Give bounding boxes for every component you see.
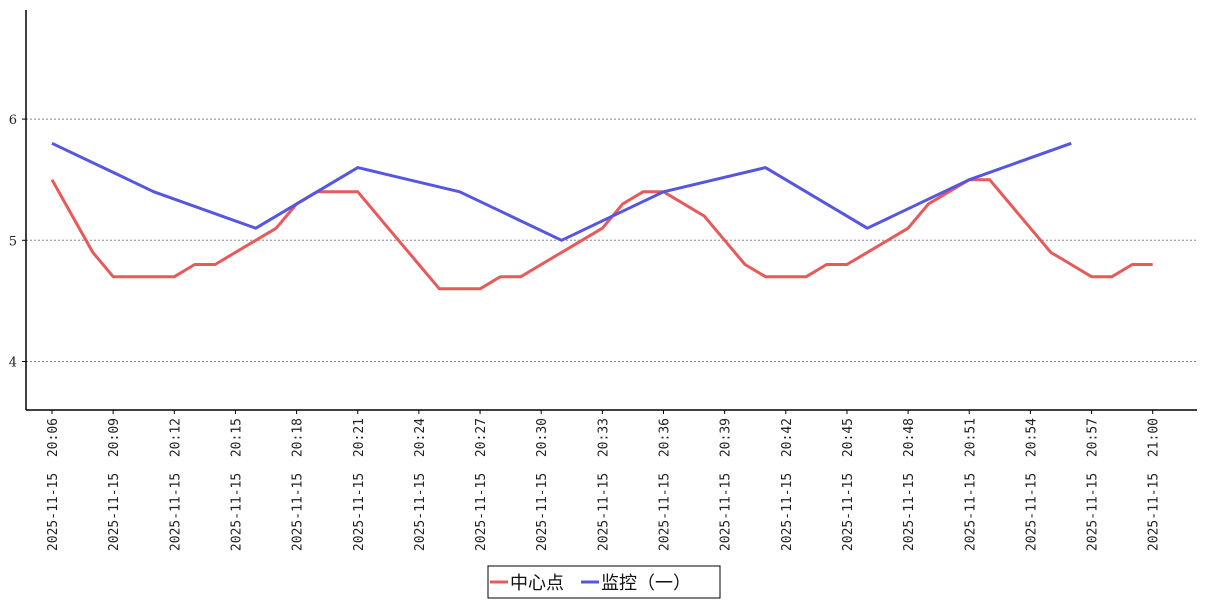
series-line-0: [50, 178, 1153, 291]
x-tick-labels: 2025-11-15 20:06 2025-11-15 20:09 2025-11-…: [46, 410, 1162, 551]
x-tick-label-17: 2025-11-15 20:57: [1086, 418, 1101, 551]
x-tick-label-18: 2025-11-15 21:00: [1147, 418, 1162, 551]
series-line-1: [51, 141, 1072, 242]
x-tick-label-15: 2025-11-15 20:51: [963, 418, 978, 551]
x-tick-label-6: 2025-11-15 20:24: [413, 418, 428, 551]
x-tick-label-10: 2025-11-15 20:36: [658, 418, 673, 551]
axes: [25, 10, 1197, 411]
y-tick-labels: 4 5 6: [9, 113, 26, 371]
x-tick-label-13: 2025-11-15 20:45: [841, 418, 856, 551]
series-lines: [50, 141, 1153, 291]
x-tick-label-14: 2025-11-15 20:48: [902, 418, 917, 551]
legend-label-series-1: 监控（一）: [601, 573, 691, 594]
x-tick-label-5: 2025-11-15 20:21: [352, 418, 367, 551]
x-tick-label-16: 2025-11-15 20:54: [1024, 418, 1039, 551]
y-tick-label-2: 6: [9, 113, 17, 128]
x-tick-label-8: 2025-11-15 20:30: [535, 418, 550, 551]
x-tick-label-7: 2025-11-15 20:27: [474, 418, 489, 551]
x-tick-label-1: 2025-11-15 20:09: [107, 418, 122, 551]
x-tick-label-12: 2025-11-15 20:42: [780, 418, 795, 551]
x-tick-label-9: 2025-11-15 20:33: [596, 418, 611, 551]
legend: 中心点 监控（一）: [487, 565, 721, 599]
y-tick-label-1: 5: [9, 234, 17, 249]
legend-box: [487, 565, 721, 599]
y-tick-label-0: 4: [9, 356, 17, 371]
x-tick-label-11: 2025-11-15 20:39: [719, 418, 734, 551]
x-tick-label-0: 2025-11-15 20:06: [46, 418, 61, 551]
x-tick-label-3: 2025-11-15 20:15: [229, 418, 244, 551]
x-tick-label-2: 2025-11-15 20:12: [168, 418, 183, 551]
legend-label-series-0: 中心点: [510, 573, 564, 594]
x-tick-label-4: 2025-11-15 20:18: [291, 418, 306, 551]
grid-lines: [26, 118, 1197, 363]
